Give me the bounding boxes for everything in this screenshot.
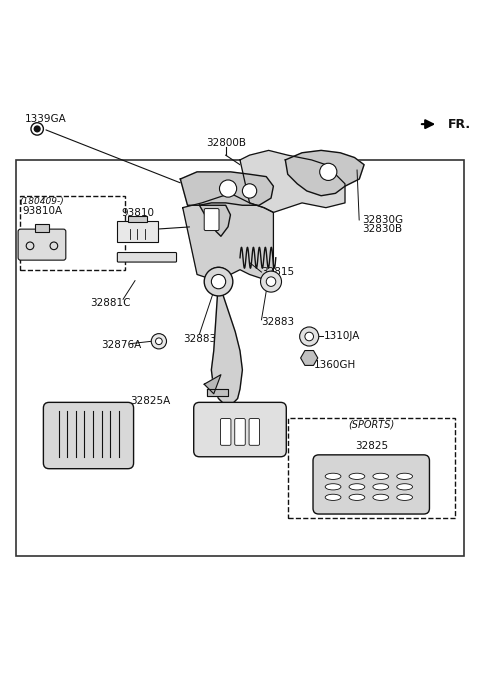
Text: 32883: 32883 [183, 334, 216, 344]
Polygon shape [240, 150, 345, 213]
Text: 32825A: 32825A [130, 396, 170, 406]
FancyBboxPatch shape [288, 418, 455, 518]
Text: 1310JA: 1310JA [324, 332, 360, 341]
Circle shape [204, 267, 233, 296]
Text: 32815: 32815 [262, 267, 295, 277]
Text: 1360GH: 1360GH [314, 360, 356, 370]
FancyBboxPatch shape [204, 209, 219, 231]
Text: 32825: 32825 [355, 441, 388, 452]
Circle shape [266, 277, 276, 287]
FancyBboxPatch shape [35, 224, 49, 232]
Text: 93810A: 93810A [22, 207, 62, 217]
Polygon shape [183, 193, 274, 279]
FancyBboxPatch shape [21, 196, 125, 270]
Circle shape [34, 126, 40, 132]
Ellipse shape [349, 494, 365, 501]
FancyBboxPatch shape [220, 419, 231, 446]
FancyBboxPatch shape [16, 160, 464, 556]
Circle shape [242, 184, 257, 198]
Circle shape [211, 275, 226, 289]
Text: (180409-): (180409-) [20, 197, 64, 207]
Text: (SPORTS): (SPORTS) [348, 420, 395, 430]
Polygon shape [206, 389, 228, 396]
Polygon shape [204, 375, 221, 394]
Circle shape [305, 332, 313, 341]
Text: FR.: FR. [447, 118, 471, 131]
Ellipse shape [373, 473, 389, 479]
Ellipse shape [373, 494, 389, 501]
Text: 1339GA: 1339GA [25, 114, 67, 125]
Ellipse shape [349, 473, 365, 479]
Circle shape [261, 271, 281, 292]
Ellipse shape [325, 494, 341, 501]
FancyBboxPatch shape [249, 419, 260, 446]
Text: 32830B: 32830B [362, 224, 402, 234]
Polygon shape [199, 205, 230, 236]
Ellipse shape [397, 484, 412, 490]
Circle shape [213, 273, 224, 285]
FancyBboxPatch shape [194, 402, 286, 457]
Polygon shape [211, 279, 242, 406]
FancyBboxPatch shape [18, 229, 66, 260]
Text: 32830G: 32830G [362, 215, 403, 225]
Text: 32883: 32883 [262, 317, 295, 327]
Ellipse shape [325, 473, 341, 479]
Ellipse shape [397, 494, 412, 501]
Circle shape [156, 338, 162, 345]
Polygon shape [180, 172, 274, 205]
Circle shape [320, 164, 337, 180]
FancyBboxPatch shape [43, 402, 133, 468]
FancyBboxPatch shape [313, 455, 430, 514]
Ellipse shape [349, 484, 365, 490]
Text: 32800B: 32800B [206, 138, 246, 148]
Circle shape [300, 327, 319, 346]
Circle shape [206, 267, 230, 291]
Circle shape [219, 180, 237, 197]
FancyBboxPatch shape [128, 216, 147, 222]
Circle shape [151, 334, 167, 349]
FancyBboxPatch shape [235, 419, 245, 446]
Text: 93810: 93810 [121, 209, 154, 218]
Ellipse shape [373, 484, 389, 490]
FancyBboxPatch shape [117, 221, 158, 242]
Polygon shape [300, 351, 318, 365]
FancyBboxPatch shape [117, 252, 177, 262]
Text: 32876A: 32876A [102, 340, 142, 350]
Polygon shape [285, 150, 364, 196]
Ellipse shape [325, 484, 341, 490]
Text: 32881C: 32881C [90, 298, 131, 308]
Ellipse shape [397, 473, 412, 479]
